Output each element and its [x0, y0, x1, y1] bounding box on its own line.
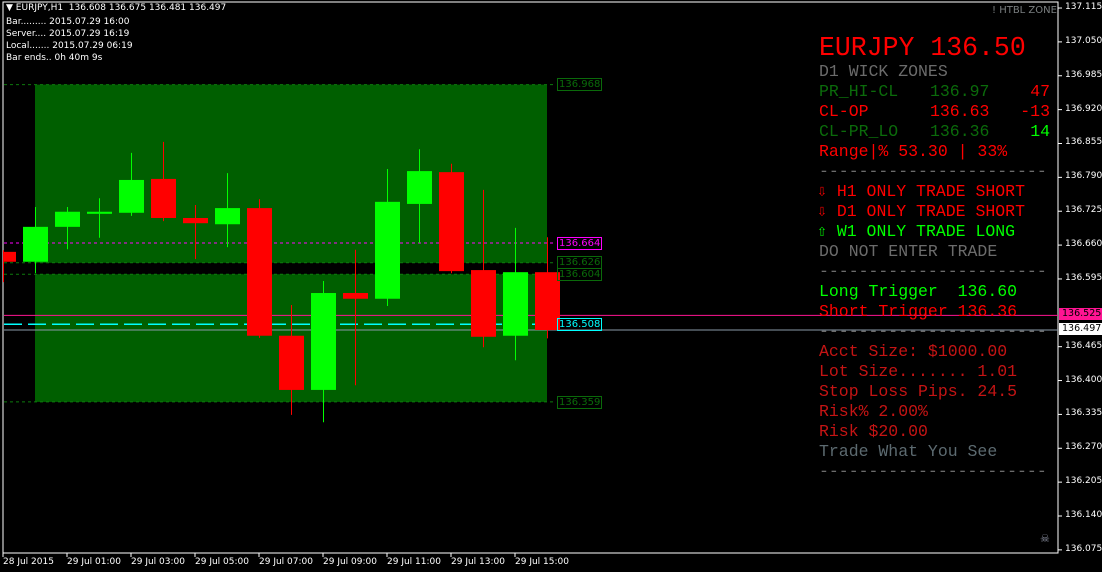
row-pips: -13 — [1020, 102, 1050, 121]
time-axis-label: 29 Jul 11:00 — [387, 557, 441, 567]
acct-size: Acct Size: $1000.00 — [819, 342, 1008, 361]
row-value: 136.97 — [930, 82, 990, 101]
price-axis-label: 136.465 — [1065, 340, 1102, 351]
row-value: 136.36 — [930, 122, 990, 141]
motto: Trade What You See — [819, 442, 998, 461]
row-pips: 14 — [1030, 122, 1050, 141]
price-axis-label: 136.335 — [1065, 408, 1102, 419]
skull-icon: ☠ — [1040, 532, 1050, 545]
price-axis-label: 136.725 — [1065, 205, 1102, 216]
price-axis-label: 136.270 — [1065, 442, 1102, 453]
bar-ends: Bar ends.. 0h 40m 9s — [6, 53, 103, 63]
price-axis-label: 136.075 — [1065, 543, 1102, 554]
local-time: Local....... 2015.07.29 06:19 — [6, 41, 133, 51]
lot-size: Lot Size....... 1.01 — [819, 362, 1018, 381]
price-axis-label: 136.140 — [1065, 510, 1102, 520]
price-axis-label: 137.050 — [1065, 35, 1102, 46]
time-axis-label: 29 Jul 05:00 — [195, 557, 249, 567]
symbol-header[interactable]: ▼ EURJPY,H1 136.608 136.675 136.481 136.… — [6, 3, 226, 13]
watermark-label: ! HTBL ZONE — [992, 5, 1057, 16]
candle-body — [119, 179, 144, 213]
price-axis-label: 136.205 — [1065, 476, 1102, 487]
upper-wick-zone — [35, 84, 547, 263]
arrow-down-icon: ⇩ — [817, 202, 827, 221]
time-axis-label: 29 Jul 07:00 — [259, 557, 313, 567]
separator: ----------------------- — [819, 262, 1047, 281]
candle-body — [23, 226, 48, 262]
ohlc-readout: EURJPY,H1 136.608 136.675 136.481 136.49… — [15, 3, 227, 13]
candle-body — [55, 211, 80, 227]
collapse-triangle-icon[interactable]: ▼ — [6, 3, 16, 13]
row-label: PR_HI-CL — [819, 82, 899, 101]
cyan-level-tag: 136.508 — [557, 318, 603, 331]
signal-text: D1 ONLY TRADE SHORT — [836, 202, 1025, 221]
signal-d1: ⇩ D1 ONLY TRADE SHORT — [817, 202, 1025, 222]
row-value: 136.63 — [930, 102, 990, 121]
range-line: Range|% 53.30 | 33% — [819, 142, 1008, 161]
bar-time: Bar......... 2015.07.29 16:00 — [6, 17, 130, 27]
short-trigger: Short Trigger 136.36 — [819, 302, 1018, 321]
candle-body — [3, 251, 16, 262]
server-time: Server.... 2015.07.29 16:19 — [6, 29, 130, 39]
ask-price-box: 136.525 — [1059, 308, 1102, 320]
signal-h1: ⇩ H1 ONLY TRADE SHORT — [817, 182, 1025, 202]
panel-subtitle: D1 WICK ZONES — [819, 62, 948, 81]
separator: ----------------------- — [819, 322, 1047, 341]
candle-body — [503, 272, 528, 336]
price-axis-label: 136.595 — [1065, 272, 1102, 283]
zone-upper-top-tag: 136.968 — [557, 78, 603, 91]
candle-body — [87, 211, 112, 214]
candle-body — [183, 217, 208, 224]
candle-body — [247, 208, 272, 336]
arrow-up-icon: ⇧ — [817, 222, 827, 241]
panel-title: EURJPY 136.50 — [819, 33, 1026, 63]
bid-price-box: 136.497 — [1059, 323, 1102, 335]
candle-body — [279, 335, 304, 390]
zone-lower-bottom-tag: 136.359 — [557, 396, 603, 409]
row-label: CL-OP — [819, 102, 869, 121]
candle-body — [375, 201, 400, 299]
long-trigger: Long Trigger 136.60 — [819, 282, 1018, 301]
price-axis-label: 136.920 — [1065, 103, 1102, 114]
signal-text: W1 ONLY TRADE LONG — [836, 222, 1016, 241]
time-axis-label: 28 Jul 2015 — [3, 557, 54, 567]
candle-body — [343, 293, 368, 299]
time-axis-label: 29 Jul 03:00 — [131, 557, 185, 567]
risk-amount: Risk $20.00 — [819, 422, 928, 441]
candle-body — [151, 178, 176, 218]
candle-body — [535, 272, 560, 331]
time-axis-label: 29 Jul 13:00 — [451, 557, 505, 567]
arrow-down-icon: ⇩ — [817, 182, 827, 201]
price-axis-label: 136.855 — [1065, 137, 1102, 148]
time-axis-label: 29 Jul 01:00 — [67, 557, 121, 567]
price-axis-label: 136.660 — [1065, 239, 1102, 250]
trade-advice: DO NOT ENTER TRADE — [819, 242, 998, 261]
candle-body — [215, 208, 240, 225]
signal-w1: ⇧ W1 ONLY TRADE LONG — [817, 222, 1015, 242]
separator: ----------------------- — [819, 462, 1047, 481]
row-label: CL-PR_LO — [819, 122, 899, 141]
price-axis-label: 137.115 — [1065, 2, 1102, 13]
risk-percent: Risk% 2.00% — [819, 402, 928, 421]
price-axis-label: 136.985 — [1065, 69, 1102, 80]
candle-body — [311, 293, 336, 390]
price-axis-label: 136.790 — [1065, 171, 1102, 182]
signal-text: H1 ONLY TRADE SHORT — [836, 182, 1025, 201]
zone-lower-top-tag: 136.604 — [557, 268, 603, 281]
candle-body — [407, 171, 432, 204]
magenta-level-tag: 136.664 — [557, 237, 603, 250]
time-axis-label: 29 Jul 15:00 — [515, 557, 569, 567]
time-axis-label: 29 Jul 09:00 — [323, 557, 377, 567]
candle-body — [439, 172, 464, 272]
candle-body — [471, 270, 496, 337]
row-pips: 47 — [1030, 82, 1050, 101]
price-axis-label: 136.400 — [1065, 374, 1102, 385]
separator: ----------------------- — [819, 162, 1047, 181]
stop-loss: Stop Loss Pips. 24.5 — [819, 382, 1018, 401]
